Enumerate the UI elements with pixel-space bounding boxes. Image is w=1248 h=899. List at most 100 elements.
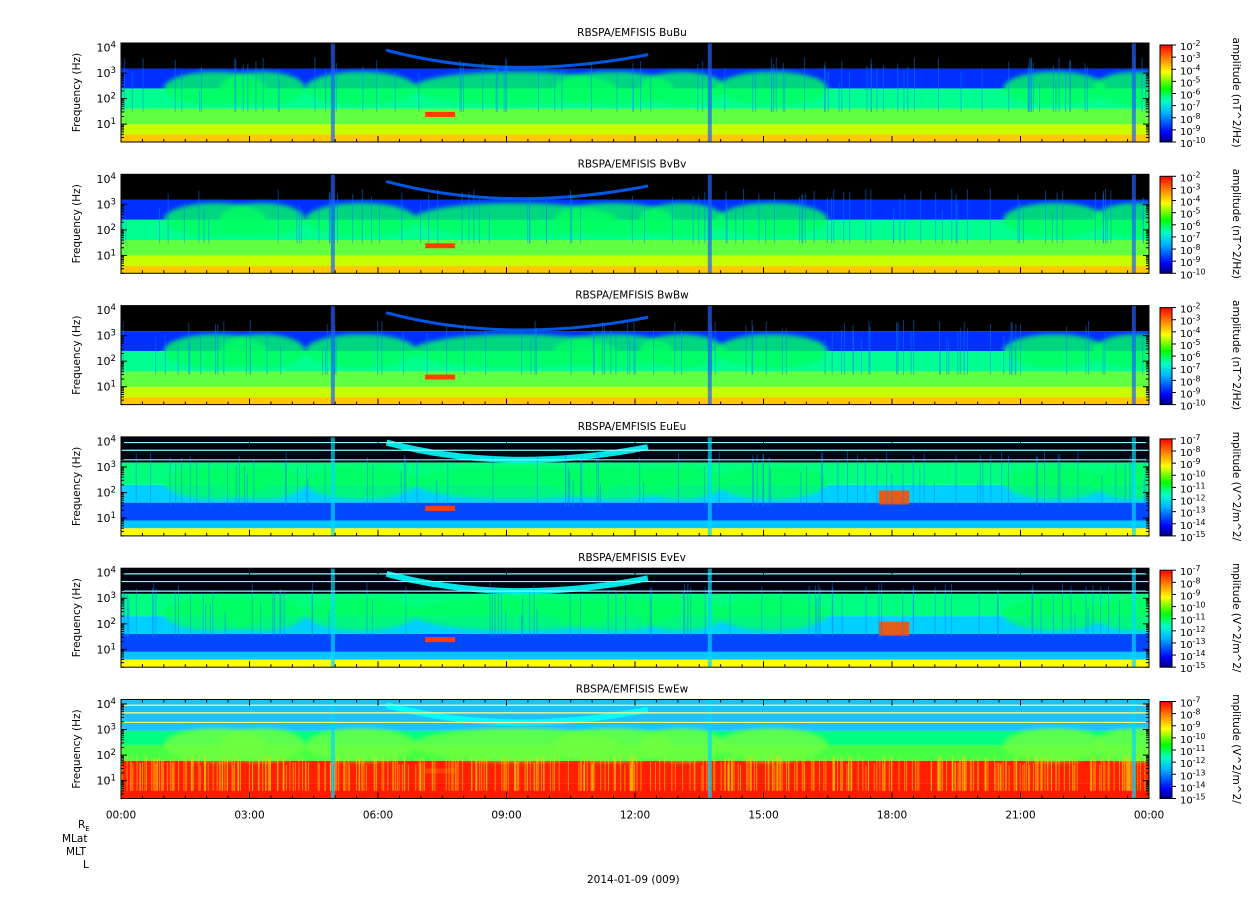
x-tick-label: 03:00 xyxy=(234,810,264,822)
colorbar-tick-label: 10-8 xyxy=(1180,576,1201,590)
spectrogram-panel: RBSPA/EMFISIS EvEv Frequency (Hz) 101 102 10… xyxy=(71,552,1242,675)
colorbar-tick-label: 10-5 xyxy=(1180,207,1201,221)
y-tick-label: 101 xyxy=(97,248,116,262)
y-tick-label: 102 xyxy=(97,223,116,237)
colorbar-tick-label: 10-2 xyxy=(1180,170,1201,184)
colorbar-tick-label: 10-4 xyxy=(1180,63,1201,77)
spectrogram-panel: RBSPA/EMFISIS BwBw Frequency (Hz) 101 102 10… xyxy=(71,290,1242,413)
colorbar-tick-label: 10-3 xyxy=(1180,51,1201,65)
x-tick-label: 00:00 xyxy=(106,810,136,822)
colorbar-tick-label: 10-7 xyxy=(1180,564,1201,578)
colorbar-tick-label: 10-14 xyxy=(1180,518,1206,532)
colorbar-tick-label: 10-10 xyxy=(1180,732,1206,746)
y-axis-label: Frequency (Hz) xyxy=(71,316,83,395)
y-tick-label: 104 xyxy=(97,697,116,711)
colorbar-tick-label: 10-12 xyxy=(1180,756,1206,770)
colorbar-tick-label: 10-10 xyxy=(1180,601,1206,615)
colorbar-tick-label: 10-14 xyxy=(1180,780,1206,794)
colorbar-gradient xyxy=(1159,438,1173,537)
colorbar-gradient xyxy=(1159,701,1173,799)
ephemeris-label-r: R xyxy=(78,819,86,831)
spectrogram-image xyxy=(121,568,1149,668)
y-tick-label: 104 xyxy=(97,434,116,448)
y-tick-label: 102 xyxy=(97,617,116,631)
colorbar-tick-label: 10-10 xyxy=(1180,267,1206,281)
ephemeris-label-re-subscript: E xyxy=(85,825,90,834)
panel-title: RBSPA/EMFISIS EuEu xyxy=(578,421,687,433)
colorbar-tick-label: 10-8 xyxy=(1180,243,1201,257)
x-tick-label: 15:00 xyxy=(748,810,778,822)
y-tick-label: 101 xyxy=(97,511,116,525)
y-tick-label: 103 xyxy=(97,591,116,605)
spectrogram-panel: RBSPA/EMFISIS EwEw Frequency (Hz) 101 102 10… xyxy=(71,684,1242,822)
colorbar-tick-label: 10-3 xyxy=(1180,182,1201,196)
ephemeris-label-l: L xyxy=(83,859,89,871)
y-tick-label: 102 xyxy=(97,354,116,368)
colorbar: 10-210-310-410-510-610-710-810-910-10 amp… xyxy=(1159,300,1242,413)
spectrogram-image xyxy=(121,174,1149,274)
panel-title: RBSPA/EMFISIS BwBw xyxy=(575,290,689,302)
spectrogram-image xyxy=(121,436,1149,536)
colorbar-label: amplitude (nT^2/Hz) xyxy=(1230,300,1242,410)
y-tick-label: 102 xyxy=(97,748,116,762)
y-tick-label: 104 xyxy=(97,172,116,186)
y-tick-label: 101 xyxy=(97,380,116,394)
y-tick-label: 101 xyxy=(97,774,116,788)
date-label: 2014-01-09 (009) xyxy=(587,874,680,886)
y-tick-label: 101 xyxy=(97,642,116,656)
panel-title: RBSPA/EMFISIS BuBu xyxy=(577,27,687,39)
panel-title: RBSPA/EMFISIS EwEw xyxy=(576,684,689,696)
y-tick-label: 103 xyxy=(97,66,116,80)
spectrogram-image xyxy=(121,43,1149,142)
colorbar-tick-label: 10-4 xyxy=(1180,326,1201,340)
colorbar-tick-label: 10-2 xyxy=(1180,39,1201,53)
colorbar-tick-label: 10-15 xyxy=(1180,661,1206,675)
colorbar-tick-label: 10-8 xyxy=(1180,708,1201,722)
colorbar-tick-label: 10-10 xyxy=(1180,469,1206,483)
colorbar-tick-label: 10-9 xyxy=(1180,386,1201,400)
ephemeris-label-mlat: MLat xyxy=(62,833,88,845)
y-tick-label: 101 xyxy=(97,117,116,131)
colorbar-tick-label: 10-9 xyxy=(1180,255,1201,269)
y-tick-label: 104 xyxy=(97,566,116,580)
panel-title: RBSPA/EMFISIS EvEv xyxy=(578,552,686,564)
spectrogram-image xyxy=(121,699,1149,799)
panel-title: RBSPA/EMFISIS BvBv xyxy=(578,158,687,170)
colorbar-tick-label: 10-6 xyxy=(1180,350,1201,364)
colorbar: 10-210-310-410-510-610-710-810-910-10 amp… xyxy=(1159,169,1242,281)
colorbar-gradient xyxy=(1159,175,1173,274)
y-tick-label: 104 xyxy=(97,40,116,54)
colorbar-tick-label: 10-6 xyxy=(1180,88,1201,102)
colorbar-tick-label: 10-7 xyxy=(1180,100,1201,114)
colorbar-tick-label: 10-9 xyxy=(1180,588,1201,602)
y-tick-label: 103 xyxy=(97,329,116,343)
colorbar-label: amplitude (nT^2/Hz) xyxy=(1230,37,1242,147)
ephemeris-label-re: RE xyxy=(78,819,90,833)
colorbar-tick-label: 10-2 xyxy=(1180,302,1201,316)
y-tick-label: 103 xyxy=(97,723,116,737)
colorbar-tick-label: 10-7 xyxy=(1180,433,1201,447)
colorbar-label: amplitude (nT^2/Hz) xyxy=(1230,169,1242,279)
spectrogram-panel: RBSPA/EMFISIS BuBu Frequency (Hz) 101 102 10… xyxy=(71,27,1242,150)
colorbar-tick-label: 10-8 xyxy=(1180,374,1201,388)
colorbar-tick-label: 10-11 xyxy=(1180,744,1206,758)
colorbar-tick-label: 10-4 xyxy=(1180,195,1201,209)
colorbar: 10-710-810-910-1010-1110-1210-1310-1410-… xyxy=(1159,694,1242,807)
colorbar-gradient xyxy=(1159,307,1173,406)
y-tick-label: 102 xyxy=(97,485,116,499)
y-tick-label: 104 xyxy=(97,303,116,317)
y-axis-label: Frequency (Hz) xyxy=(71,578,83,657)
colorbar-tick-label: 10-11 xyxy=(1180,481,1206,495)
colorbar-tick-label: 10-15 xyxy=(1180,530,1206,544)
colorbar-label: mplitude (V^2/m^2/ xyxy=(1230,432,1242,542)
colorbar-tick-label: 10-5 xyxy=(1180,75,1201,89)
colorbar-tick-label: 10-12 xyxy=(1180,625,1206,639)
colorbar-tick-label: 10-6 xyxy=(1180,219,1201,233)
colorbar-tick-label: 10-7 xyxy=(1180,362,1201,376)
x-tick-label: 12:00 xyxy=(620,810,650,822)
colorbar-tick-label: 10-14 xyxy=(1180,649,1206,663)
colorbar: 10-210-310-410-510-610-710-810-910-10 amp… xyxy=(1159,37,1242,150)
colorbar-tick-label: 10-9 xyxy=(1180,457,1201,471)
y-axis-label: Frequency (Hz) xyxy=(71,447,83,526)
colorbar-tick-label: 10-3 xyxy=(1180,314,1201,328)
